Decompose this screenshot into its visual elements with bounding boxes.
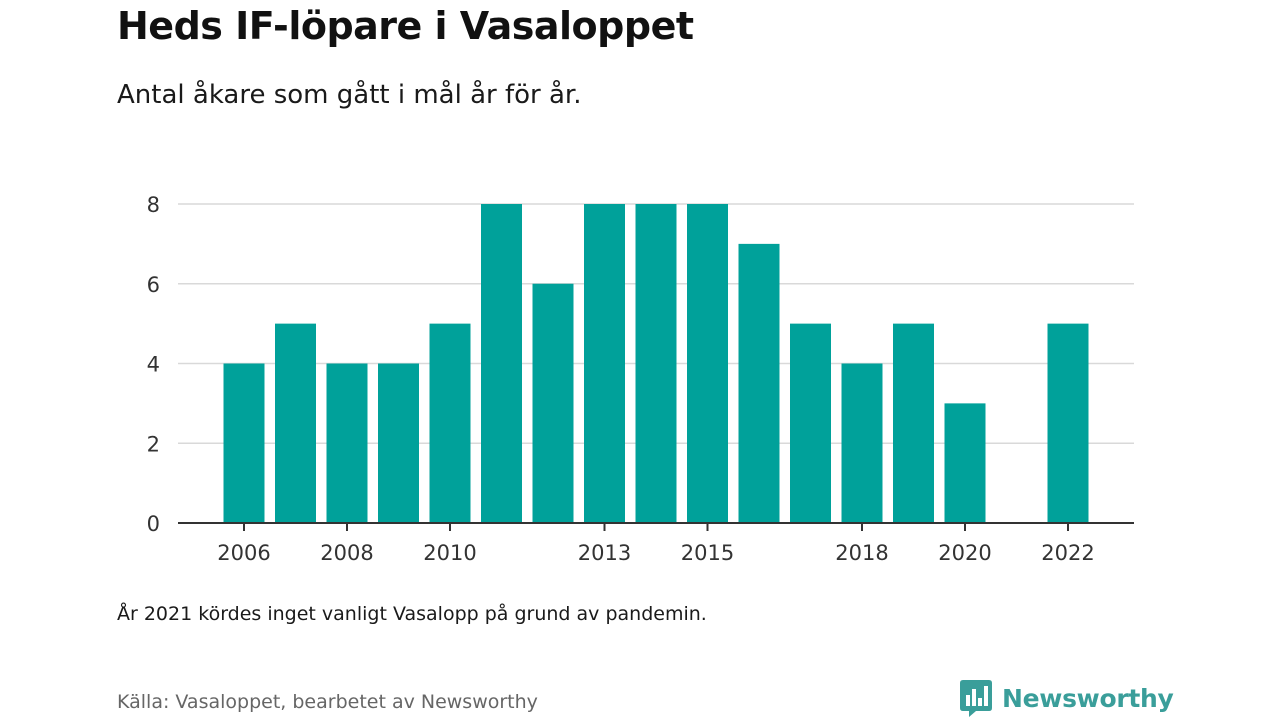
bar-2015 [687, 204, 728, 523]
x-tick-label-2013: 2013 [578, 541, 631, 565]
chart-title: Heds IF-löpare i Vasaloppet [117, 4, 694, 48]
x-tick-label-2022: 2022 [1041, 541, 1094, 565]
bars [223, 204, 1089, 523]
x-tick-label-2015: 2015 [681, 541, 734, 565]
bar-2016 [738, 243, 780, 523]
x-tick-label-2008: 2008 [320, 541, 373, 565]
y-tick-label-6: 6 [147, 273, 160, 297]
chart-subtitle: Antal åkare som gått i mål år för år. [117, 80, 582, 110]
bar-2018 [841, 363, 883, 523]
y-tick-label-2: 2 [147, 432, 160, 456]
bar-2008 [326, 363, 368, 523]
bar-2010 [429, 323, 471, 523]
x-tick-label-2010: 2010 [423, 541, 476, 565]
logo-text: Newsworthy [1002, 683, 1174, 713]
x-tick-label-2018: 2018 [835, 541, 888, 565]
bar-2013 [584, 204, 625, 523]
x-tick-label-2020: 2020 [938, 541, 991, 565]
source-text: Källa: Vasaloppet, bearbetet av Newswort… [117, 691, 538, 713]
bar-2009 [378, 363, 419, 523]
bar-2017 [790, 323, 831, 523]
x-tick-label-2006: 2006 [217, 541, 270, 565]
bar-chart: 0 2 4 6 8 2006 2008 2010 2013 2015 2018 2020 2022 [147, 193, 1134, 565]
bar-2022 [1047, 323, 1089, 523]
bar-2012 [532, 283, 574, 523]
bar-2020 [944, 403, 986, 523]
newsworthy-chart-bubble-icon [960, 680, 992, 717]
bar-2014 [635, 204, 677, 523]
bar-2007 [275, 323, 316, 523]
y-tick-label-8: 8 [147, 193, 160, 217]
y-tick-label-0: 0 [147, 512, 160, 536]
x-axis-ticks: 2006 2008 2010 2013 2015 2018 2020 2022 [217, 523, 1095, 565]
bar-2011 [481, 204, 522, 523]
y-axis-ticks: 0 2 4 6 8 [147, 193, 160, 536]
y-tick-label-4: 4 [147, 353, 160, 377]
newsworthy-logo: Newsworthy [958, 678, 1174, 718]
bar-2006 [223, 363, 265, 523]
chart-note: År 2021 kördes inget vanligt Vasalopp på… [117, 603, 707, 625]
bar-2019 [893, 323, 934, 523]
